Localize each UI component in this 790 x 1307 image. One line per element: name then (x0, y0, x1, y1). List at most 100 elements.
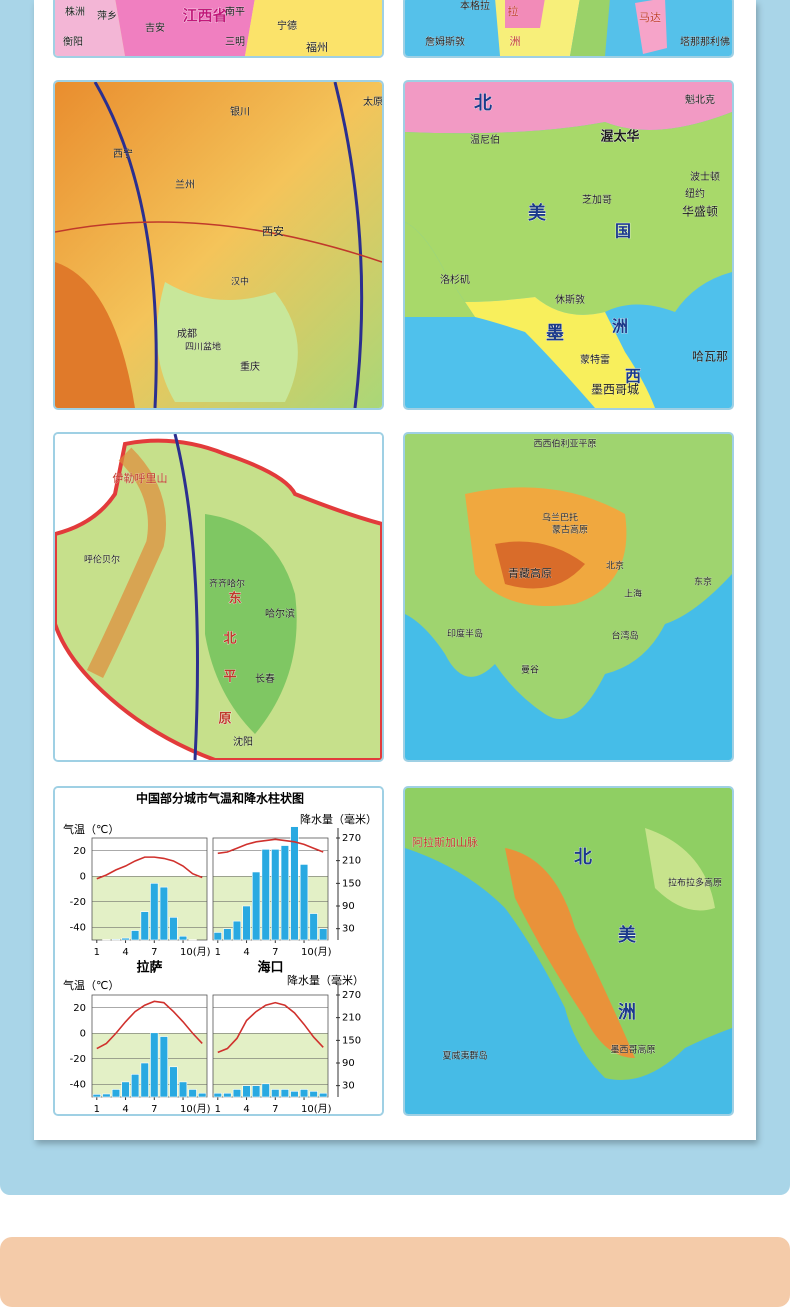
precip-bar (93, 1094, 101, 1097)
map-label: 青藏高原 (508, 566, 552, 580)
y-tick-label: -20 (70, 1054, 86, 1065)
map-label: 哈瓦那 (692, 350, 728, 364)
map-label: 美 (618, 924, 636, 946)
map-panel: 伊勒呼里山呼伦贝尔齐齐哈尔东哈尔滨北平长春原沈阳 (53, 432, 384, 762)
map-label: 纽约 (685, 187, 705, 200)
map-label: 温尼伯 (470, 133, 500, 146)
map-label: 芝加哥 (582, 193, 612, 206)
map-label: 哈尔滨 (265, 607, 295, 620)
map: 北温尼伯魁北克渥太华波士顿纽约芝加哥美国华盛顿洛杉矶休斯敦墨洲西墨西哥城哈瓦那蒙… (405, 82, 732, 408)
precip-bar (281, 846, 289, 940)
precip-bar (160, 887, 168, 940)
map-label: 蒙特雷 (580, 353, 610, 366)
y-axis-label: 气温（℃） (63, 978, 119, 992)
map-label: 台湾岛 (611, 630, 638, 642)
map-panel: 西宁兰州银川太原西安成都重庆四川盆地汉中 (53, 80, 384, 410)
map-label: 三明 (225, 36, 245, 48)
map-label: 西安 (262, 224, 284, 238)
map-label: 东 (228, 591, 241, 607)
map-label: 华盛顿 (682, 204, 718, 219)
map-label: 衡阳 (63, 36, 83, 48)
precip-bar (233, 921, 241, 940)
x-tick-label: 10(月) (180, 946, 211, 958)
climate-chart: 中国部分城市气温和降水柱状图 气温（℃） 降水量（毫米） 气温（℃） 降水量（毫… (55, 788, 382, 1114)
precip-bar (224, 929, 232, 940)
map-label: 北京 (606, 560, 624, 572)
map-label: 呼伦贝尔 (84, 554, 120, 566)
map-label: 波士顿 (690, 170, 720, 183)
precip-bar (310, 914, 318, 940)
map-label: 洛杉矶 (440, 273, 470, 286)
y2-tick-label: 90 (342, 901, 355, 912)
map-label: 吉安 (145, 21, 165, 34)
precip-bar (310, 1091, 318, 1097)
plot-area (92, 876, 207, 940)
precip-bar (281, 1089, 289, 1097)
precip-bar (243, 906, 251, 940)
y-tick-label: -20 (70, 897, 86, 908)
map-label: 印度半岛 (447, 628, 483, 640)
map-label: 福州 (306, 40, 328, 54)
y2-tick-label: 30 (342, 1081, 355, 1092)
y2-axis-label: 降水量（毫米） (287, 973, 364, 987)
city-name: 拉萨 (136, 960, 162, 976)
map-label: 株洲 (65, 5, 85, 18)
map-label: 曼谷 (521, 665, 539, 676)
chart-panel: 中国部分城市气温和降水柱状图 气温（℃） 降水量（毫米） 气温（℃） 降水量（毫… (53, 786, 384, 1116)
map-panel: 北温尼伯魁北克渥太华波士顿纽约芝加哥美国华盛顿洛杉矶休斯敦墨洲西墨西哥城哈瓦那蒙… (403, 80, 734, 410)
y-tick-label: 0 (80, 1028, 86, 1039)
y2-tick-label: 270 (342, 833, 361, 844)
city-name: 海口 (257, 960, 283, 976)
x-tick-label: 4 (122, 1104, 128, 1114)
map-label: 长春 (255, 673, 275, 685)
precip-bar (150, 1033, 158, 1097)
y2-tick-label: 90 (342, 1058, 355, 1069)
map-label: 南平 (225, 5, 245, 18)
map-label: 成都 (177, 328, 197, 340)
y-tick-label: 20 (73, 846, 86, 857)
map-label: 美 (528, 202, 546, 224)
precip-bar (170, 1067, 178, 1097)
precip-bar (179, 1082, 187, 1097)
map-label: 洲 (510, 35, 521, 48)
map-label: 乌兰巴托 (542, 512, 578, 524)
precip-bar (252, 872, 260, 940)
x-tick-label: 7 (151, 947, 157, 958)
map-label: 平 (223, 670, 236, 685)
precip-bar (243, 1086, 251, 1097)
map-label: 北 (574, 847, 592, 868)
precip-bar (214, 932, 222, 940)
precip-bar (189, 1089, 197, 1097)
precip-bar (233, 1089, 241, 1097)
map-panel: 西西伯利亚平原乌兰巴托蒙古高原青藏高原北京上海印度半岛台湾岛曼谷东京 (403, 432, 734, 762)
map-label: 原 (218, 712, 231, 727)
map-label: 洲 (612, 317, 628, 336)
map-label: 上海 (624, 588, 642, 600)
map-label: 西西伯利亚平原 (533, 438, 596, 450)
precip-bar (131, 931, 139, 940)
map-label: 休斯敦 (555, 293, 585, 306)
next-section (0, 1237, 790, 1307)
x-tick-label: 4 (122, 947, 128, 958)
map-label: 洲 (618, 1002, 636, 1023)
x-tick-label: 1 (94, 947, 100, 958)
map-label: 拉 (508, 4, 519, 18)
map-label: 北 (474, 93, 492, 114)
map-label: 魁北克 (685, 93, 715, 106)
map-label: 墨西哥城 (591, 383, 639, 397)
precip-bar (319, 1093, 327, 1097)
map-label: 墨西哥高原 (610, 1044, 655, 1056)
precip-bar (300, 864, 308, 940)
x-tick-label: 1 (215, 947, 221, 958)
x-tick-label: 1 (215, 1104, 221, 1114)
map-panel: 本格拉詹姆斯敦拉洲马达塔那那利佛 (403, 0, 734, 58)
map-label: 夏威夷群岛 (442, 1050, 487, 1062)
precip-bar (170, 917, 178, 940)
map-panel: 株洲萍乡江西省衡阳吉安南平宁德三明福州 (53, 0, 384, 58)
map: 伊勒呼里山呼伦贝尔齐齐哈尔东哈尔滨北平长春原沈阳 (55, 434, 382, 760)
y-tick-label: 20 (73, 1003, 86, 1014)
precip-bar (150, 883, 158, 940)
map-label: 蒙古高原 (552, 524, 588, 536)
